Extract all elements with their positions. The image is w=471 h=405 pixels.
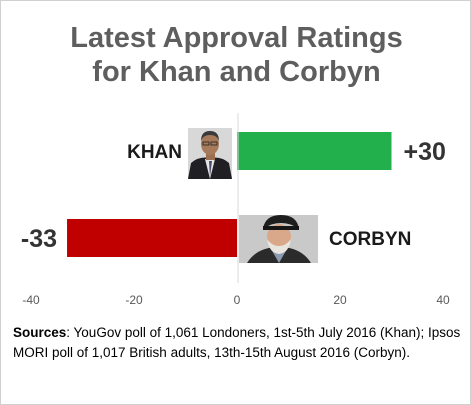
x-tick-label: -20 xyxy=(125,293,143,307)
sources-label: Sources xyxy=(13,325,67,340)
x-tick-label: 40 xyxy=(436,293,450,307)
value-label-khan: +30 xyxy=(404,138,446,166)
sources-text: : YouGov poll of 1,061 Londoners, 1st-5t… xyxy=(13,325,461,360)
bar-corbyn xyxy=(67,219,237,257)
chart-title-line-2: for Khan and Corbyn xyxy=(92,56,381,88)
chart-title-line-1: Latest Approval Ratings xyxy=(70,22,403,54)
x-tick-label: 0 xyxy=(234,293,241,307)
category-label-khan: KHAN xyxy=(127,142,182,163)
category-label-corbyn: CORBYN xyxy=(329,229,411,250)
khan-portrait-icon xyxy=(188,128,232,179)
x-axis-ticks: -40 -20 0 20 40 xyxy=(22,293,450,307)
bars-group xyxy=(67,132,392,257)
sources-note: Sources: YouGov poll of 1,061 Londoners,… xyxy=(13,323,463,363)
corbyn-portrait-icon xyxy=(239,215,318,263)
bar-chart: -40 -20 0 20 40 +30 KHAN -33 CORBYN xyxy=(21,113,450,307)
chart-title: Latest Approval Ratings for Khan and Cor… xyxy=(1,21,471,89)
x-tick-label: 20 xyxy=(333,293,347,307)
value-label-corbyn: -33 xyxy=(21,225,57,253)
x-tick-label: -40 xyxy=(22,293,40,307)
bar-khan xyxy=(237,132,392,170)
